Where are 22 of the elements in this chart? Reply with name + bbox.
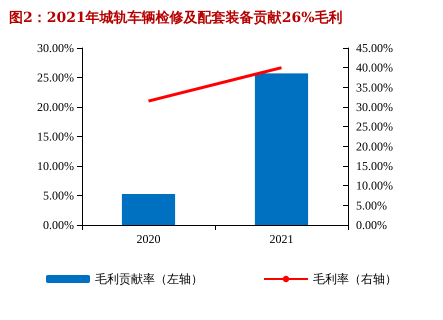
y2-tick-label: 0.00%	[356, 218, 387, 232]
y-tick-label: 0.00%	[43, 218, 74, 232]
x-tick-label: 2020	[136, 232, 160, 246]
y2-tick-label: 40.00%	[356, 60, 393, 75]
y2-tick-label: 25.00%	[356, 120, 393, 134]
legend-label: 毛利贡献率（左轴）	[95, 272, 203, 286]
y-tick-label: 20.00%	[37, 100, 74, 114]
y2-tick-label: 5.00%	[356, 198, 387, 212]
legend-label: 毛利率（右轴）	[313, 272, 397, 286]
chart-title: 图2：2021年城轨车辆检修及配套装备贡献26%毛利	[9, 9, 342, 26]
y2-tick-label: 30.00%	[356, 100, 393, 114]
y-tick-label: 10.00%	[37, 159, 74, 173]
y2-tick-label: 10.00%	[356, 178, 393, 193]
y-tick-label: 5.00%	[43, 188, 74, 202]
y2-tick-label: 15.00%	[356, 159, 393, 173]
y2-tick-label: 45.00%	[356, 41, 393, 55]
x-tick-label: 2021	[270, 232, 294, 246]
y2-tick-label: 35.00%	[356, 80, 393, 94]
y2-tick-label: 20.00%	[356, 139, 393, 154]
y-tick-label: 25.00%	[37, 70, 74, 84]
y-tick-label: 30.00%	[37, 41, 74, 55]
y-tick-label: 15.00%	[37, 130, 74, 144]
